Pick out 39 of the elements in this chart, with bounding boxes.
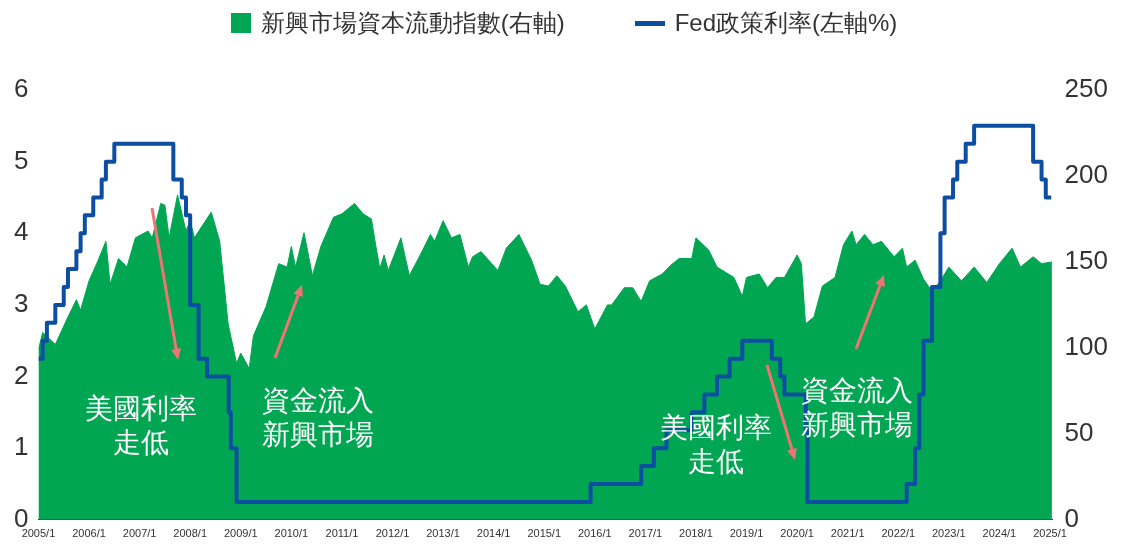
legend-label: 新興市場資本流動指數(右軸) [260, 8, 565, 38]
y-tick-label: 5 [13, 144, 29, 175]
x-tick-label: 2016/1 [577, 527, 612, 540]
y-tick-label: 1 [13, 431, 29, 462]
x-tick-label: 2022/1 [881, 527, 916, 540]
y2-tick-label: 250 [1064, 73, 1109, 104]
x-tick-label: 2006/1 [72, 527, 106, 540]
x-tick-label: 2013/1 [426, 527, 460, 540]
x-tick-label: 2018/1 [679, 527, 713, 540]
x-tick-label: 2008/1 [173, 527, 208, 540]
x-tick-label: 2025/1 [1033, 527, 1067, 540]
legend-label: Fed政策利率(左軸%) [674, 8, 898, 38]
y2-tick-label: 150 [1064, 245, 1109, 276]
annotation: 美國利率走低 [84, 392, 198, 460]
y2-tick-label: 50 [1064, 417, 1094, 448]
x-tick-label: 2007/1 [122, 527, 157, 540]
x-tick-label: 2010/1 [274, 527, 309, 540]
x-tick-label: 2015/1 [527, 527, 562, 540]
x-tick-label: 2024/1 [982, 527, 1017, 540]
annotation: 資金流入新興市場 [261, 384, 375, 452]
y2-tick-label: 100 [1064, 331, 1109, 362]
y2-tick-label: 0 [1064, 502, 1080, 533]
x-tick-label: 2020/1 [780, 527, 814, 540]
x-tick-label: 2019/1 [729, 527, 764, 540]
y2-tick-label: 200 [1064, 159, 1109, 190]
x-tick-label: 2011/1 [325, 527, 359, 540]
y-tick-label: 2 [13, 359, 29, 390]
x-tick-label: 2014/1 [476, 527, 511, 540]
annotation: 資金流入新興市場 [800, 374, 914, 442]
annotation: 美國利率走低 [659, 411, 773, 479]
x-tick-label: 2021/1 [830, 527, 865, 540]
x-tick-label: 2012/1 [375, 527, 410, 540]
x-tick-label: 2009/1 [223, 527, 258, 540]
y-tick-label: 3 [13, 288, 29, 319]
x-tick-label: 2017/1 [628, 527, 663, 540]
x-tick-label: 2005/1 [21, 527, 56, 540]
y-tick-label: 6 [13, 73, 29, 104]
x-tick-label: 2023/1 [932, 527, 966, 540]
y-tick-label: 4 [13, 216, 29, 247]
